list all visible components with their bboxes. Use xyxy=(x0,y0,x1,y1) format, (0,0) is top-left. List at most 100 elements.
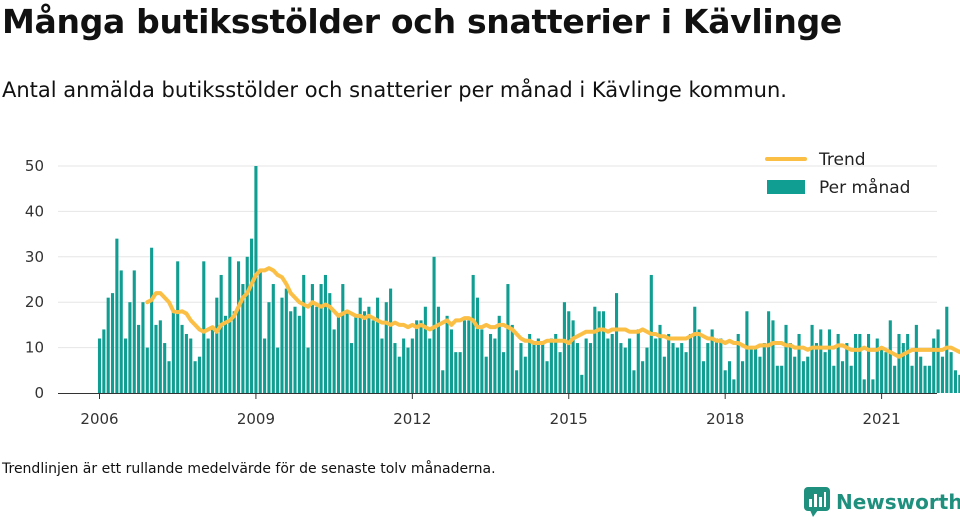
x-tick-label: 2009 xyxy=(237,410,275,428)
bar xyxy=(345,311,349,393)
bar xyxy=(137,324,141,393)
bar xyxy=(384,302,388,393)
bar xyxy=(406,347,410,393)
y-tick-label: 50 xyxy=(25,157,44,175)
bar xyxy=(645,347,649,393)
bar xyxy=(245,256,249,393)
bar xyxy=(784,324,788,393)
bar xyxy=(558,352,562,393)
bar xyxy=(923,365,927,393)
bar xyxy=(680,343,684,393)
bar xyxy=(919,356,923,393)
bar xyxy=(949,352,953,393)
bar xyxy=(697,329,701,393)
bar-series xyxy=(97,166,960,393)
bar xyxy=(258,270,262,393)
bar xyxy=(871,379,875,393)
bar xyxy=(228,256,232,393)
bar xyxy=(619,343,623,393)
bar xyxy=(219,274,223,393)
bar xyxy=(454,352,458,393)
bar xyxy=(315,306,319,393)
bar xyxy=(193,361,197,393)
bar xyxy=(823,352,827,393)
bar xyxy=(549,338,553,393)
bar xyxy=(528,333,532,393)
bar xyxy=(932,338,936,393)
bar xyxy=(945,306,949,393)
bar xyxy=(684,352,688,393)
bar xyxy=(793,356,797,393)
chart-subtitle: Antal anmälda butiksstölder och snatteri… xyxy=(2,78,787,102)
bar xyxy=(723,370,727,393)
bar xyxy=(389,288,393,393)
bar xyxy=(727,361,732,393)
bar xyxy=(884,352,888,393)
bar xyxy=(601,311,606,393)
bar xyxy=(571,320,575,393)
bar xyxy=(910,365,914,393)
x-tick-label: 2012 xyxy=(393,410,431,428)
bar xyxy=(358,297,362,393)
y-tick-label: 20 xyxy=(25,293,44,311)
bar xyxy=(506,284,510,393)
bar xyxy=(536,338,540,393)
bar xyxy=(271,284,275,393)
bar xyxy=(475,297,480,393)
bar xyxy=(423,306,427,393)
bar xyxy=(432,256,436,393)
bar xyxy=(567,311,571,393)
bar xyxy=(584,338,588,393)
bar xyxy=(749,347,753,393)
bar xyxy=(419,320,423,393)
bar xyxy=(610,333,614,393)
bar xyxy=(867,333,871,393)
bar xyxy=(880,347,884,393)
bar xyxy=(541,343,545,393)
bar xyxy=(163,343,167,393)
bar xyxy=(927,365,931,393)
bar xyxy=(897,333,901,393)
bar xyxy=(323,274,327,393)
bar xyxy=(523,356,527,393)
bar xyxy=(827,329,832,393)
bar xyxy=(310,284,314,393)
bar xyxy=(332,329,336,393)
bar xyxy=(293,306,297,393)
bar xyxy=(223,315,228,393)
bar xyxy=(141,302,145,393)
y-tick-label: 0 xyxy=(34,384,44,402)
bar xyxy=(284,288,288,393)
legend-trend-label: Trend xyxy=(818,150,866,170)
bar xyxy=(371,320,375,393)
bar xyxy=(719,338,723,393)
bar xyxy=(154,324,158,393)
bar xyxy=(106,297,110,393)
bar xyxy=(767,311,771,393)
bar xyxy=(436,306,440,393)
bar xyxy=(675,347,679,393)
bar xyxy=(901,343,905,393)
newsworthy-brand: Newsworthy xyxy=(804,487,960,517)
bar xyxy=(545,361,549,393)
bar xyxy=(688,333,692,393)
bar xyxy=(110,293,115,393)
bar xyxy=(845,343,849,393)
bar xyxy=(806,356,810,393)
bar xyxy=(519,343,523,393)
bar xyxy=(362,311,367,393)
bar xyxy=(858,333,862,393)
bar xyxy=(819,329,823,393)
bar xyxy=(814,343,818,393)
bar xyxy=(832,365,836,393)
bar xyxy=(206,338,210,393)
bar xyxy=(862,379,866,393)
bar xyxy=(658,324,662,393)
bar xyxy=(953,370,958,393)
legend: Trend Per månad xyxy=(765,150,910,198)
bar xyxy=(462,320,467,393)
bar xyxy=(232,311,236,393)
bar xyxy=(124,338,128,393)
bar xyxy=(671,343,675,393)
